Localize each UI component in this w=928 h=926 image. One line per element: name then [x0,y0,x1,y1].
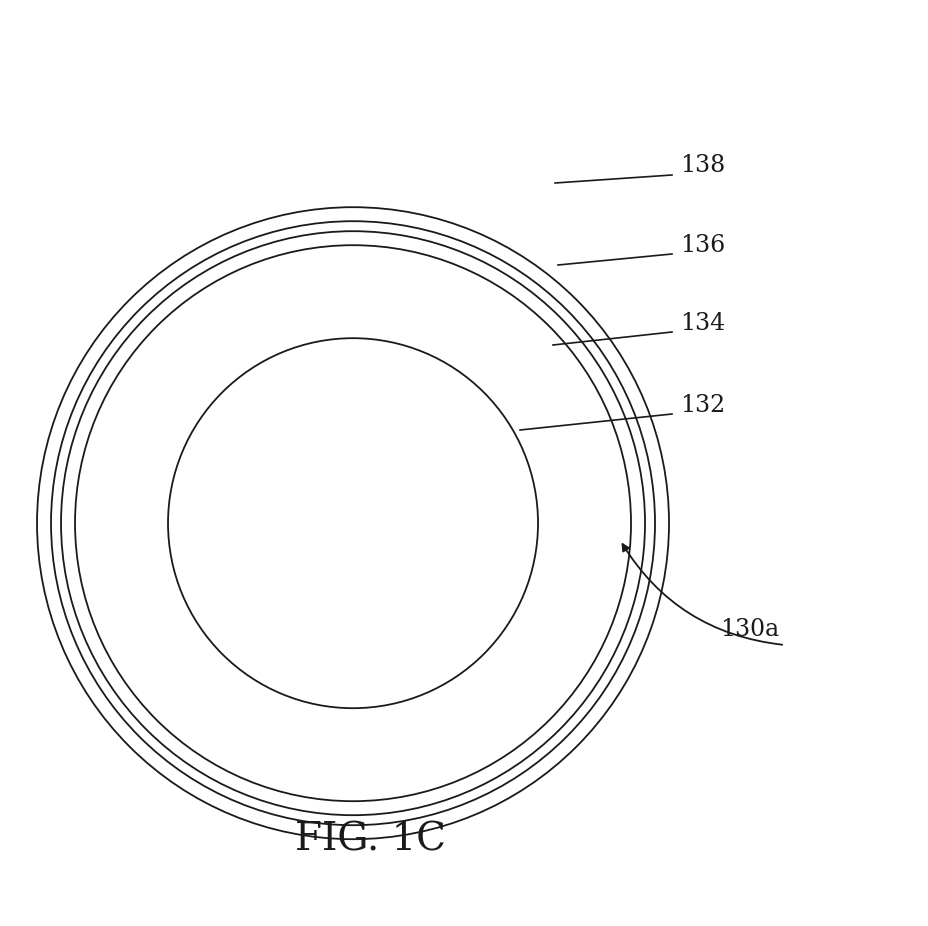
Text: 138: 138 [679,154,725,177]
Text: 134: 134 [679,311,725,334]
Text: 132: 132 [679,394,725,417]
Text: 136: 136 [679,233,725,257]
Text: 130a: 130a [719,619,779,642]
Text: FIG. 1C: FIG. 1C [294,821,445,858]
